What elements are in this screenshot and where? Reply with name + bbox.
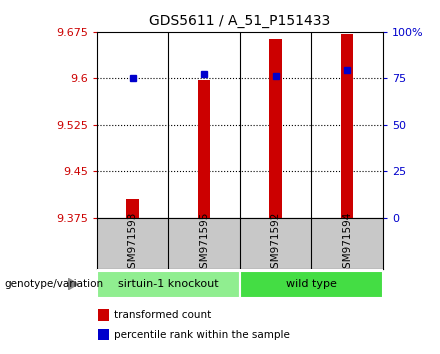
Polygon shape	[68, 278, 78, 290]
Bar	[98, 329, 109, 340]
Bar	[269, 39, 282, 218]
Title: GDS5611 / A_51_P151433: GDS5611 / A_51_P151433	[149, 14, 330, 28]
Bar	[97, 270, 240, 298]
Text: sirtuin-1 knockout: sirtuin-1 knockout	[118, 279, 219, 289]
Text: genotype/variation: genotype/variation	[4, 279, 103, 289]
Bar	[98, 309, 109, 321]
Bar	[198, 80, 210, 218]
Text: wild type: wild type	[286, 279, 337, 289]
Text: GSM971594: GSM971594	[342, 212, 352, 275]
Text: transformed count: transformed count	[114, 310, 212, 320]
Text: GSM971593: GSM971593	[128, 212, 138, 275]
Text: GSM971595: GSM971595	[199, 212, 209, 275]
Bar	[240, 270, 383, 298]
Text: GSM971592: GSM971592	[271, 212, 281, 275]
Bar	[126, 199, 139, 218]
Text: percentile rank within the sample: percentile rank within the sample	[114, 330, 290, 339]
Bar	[341, 34, 353, 218]
